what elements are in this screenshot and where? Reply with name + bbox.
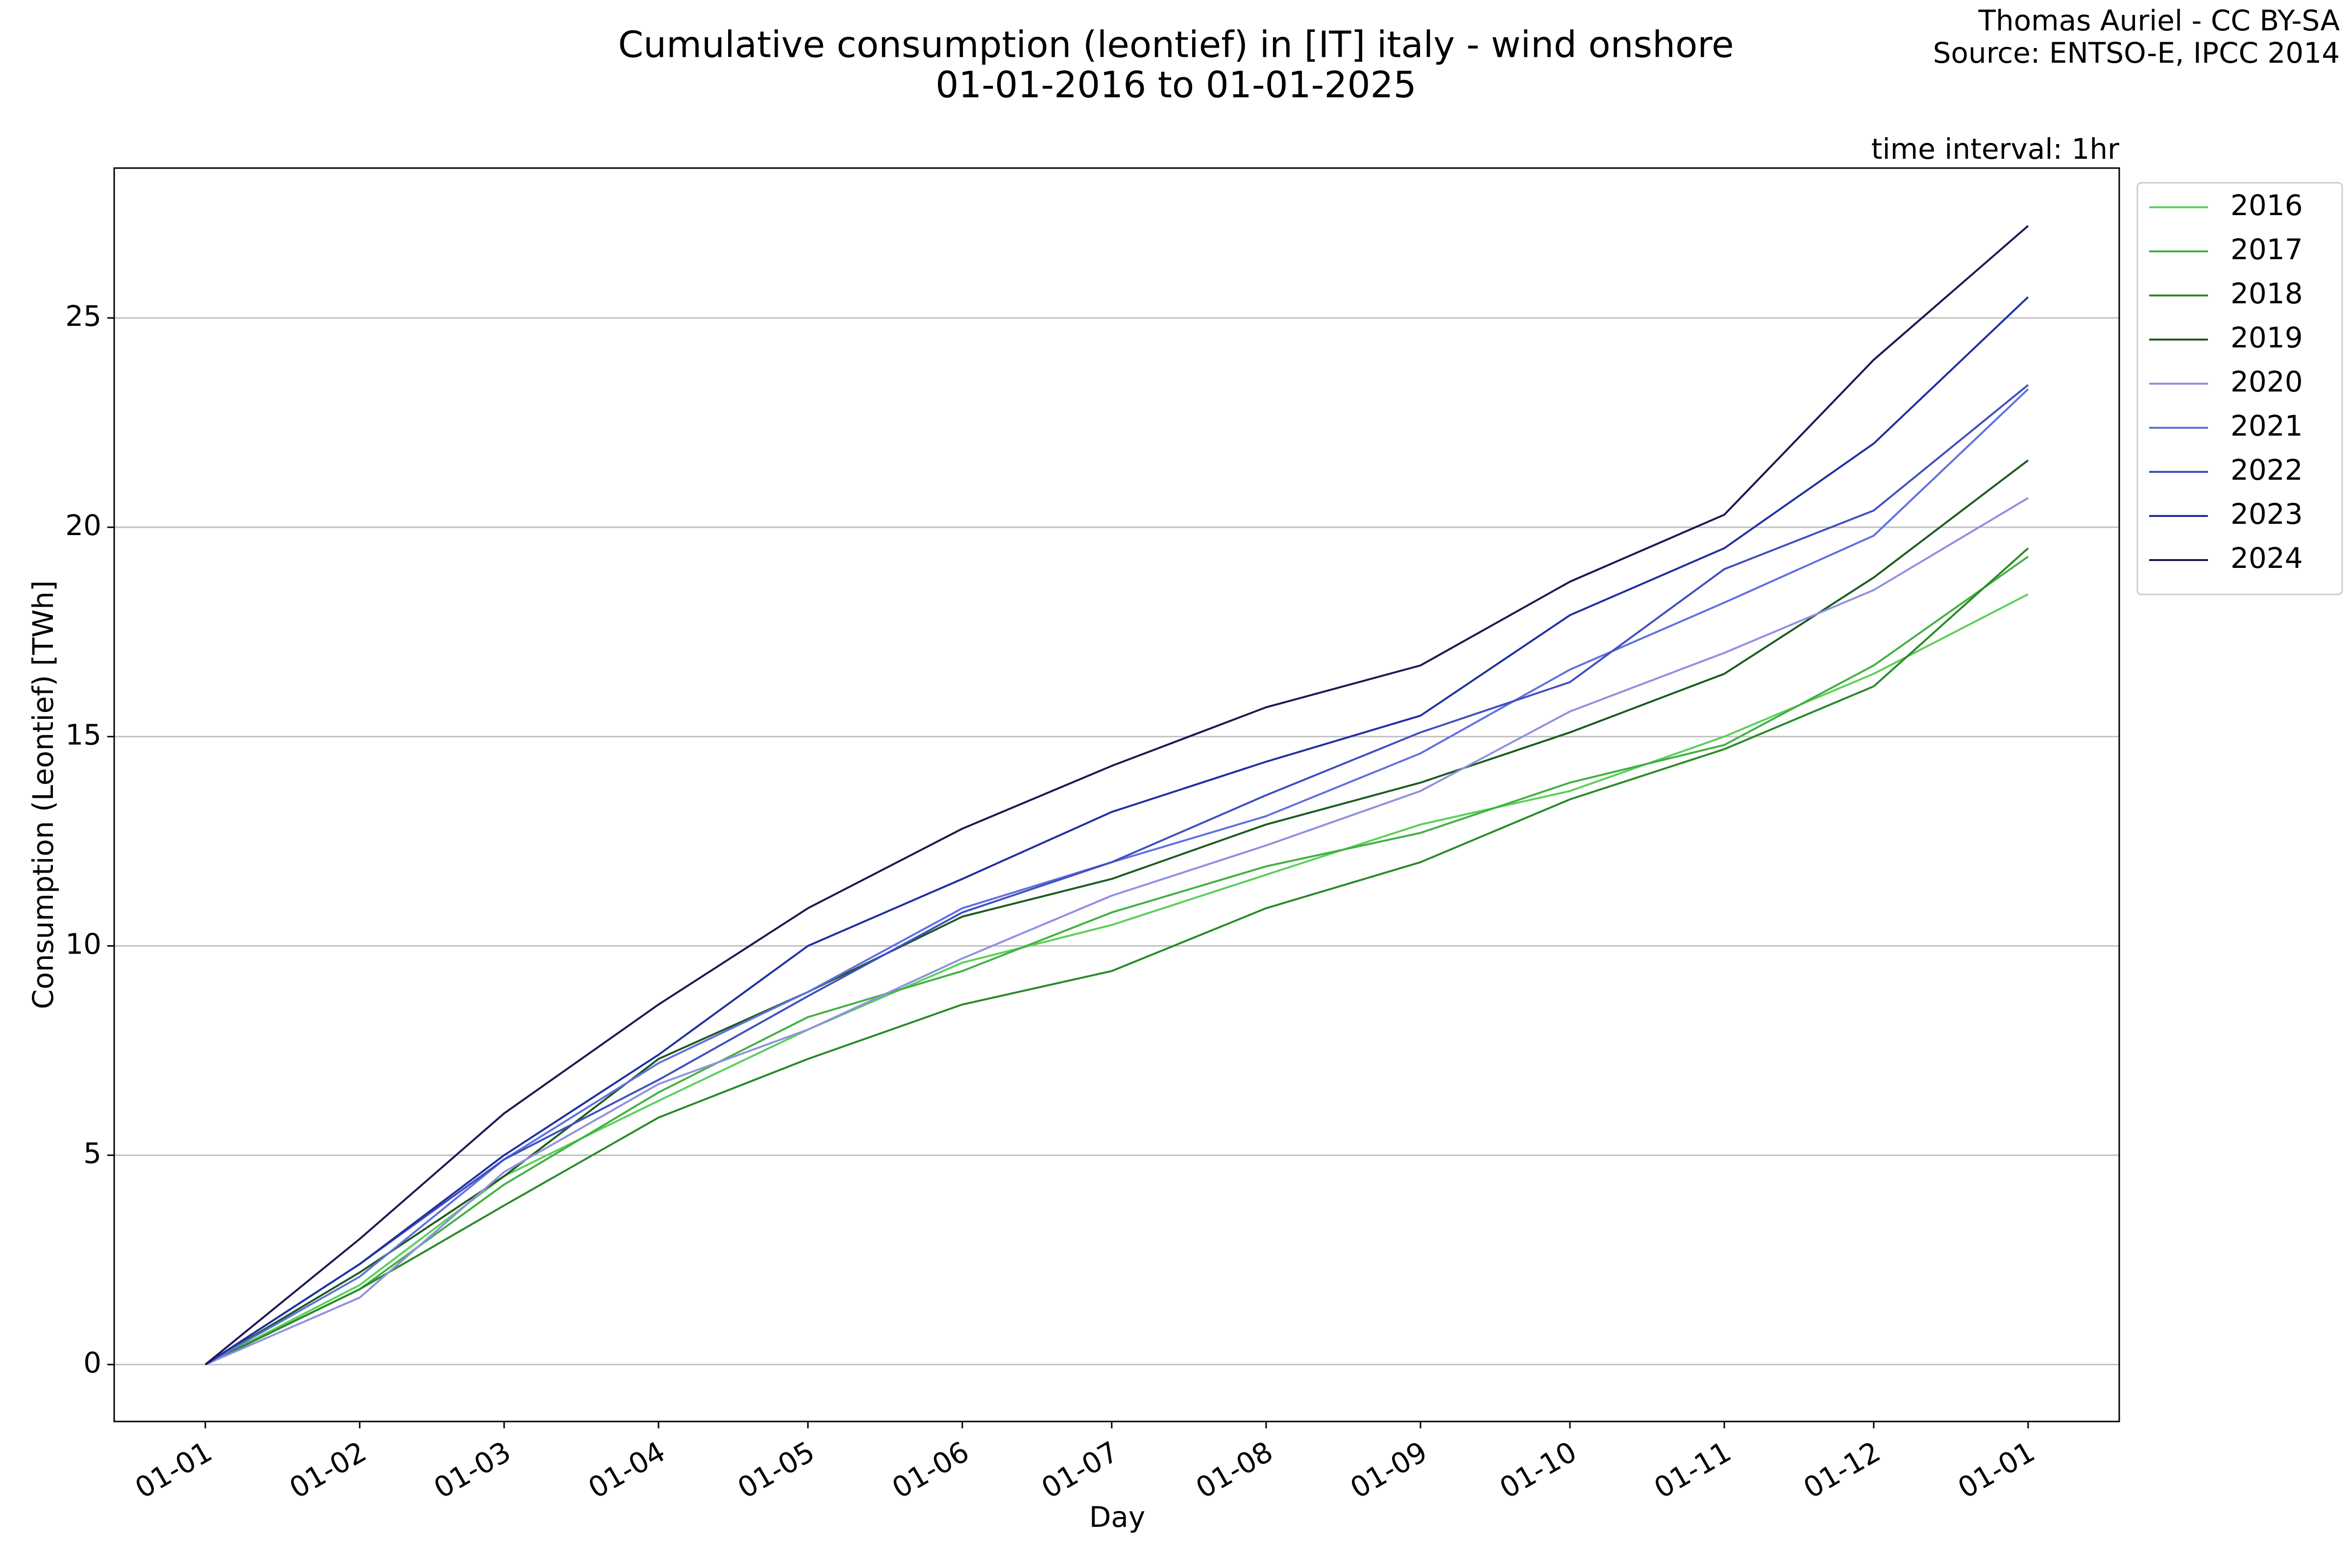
legend-label: 2024 [2230, 541, 2303, 575]
series-line [204, 296, 2029, 1366]
x-tick-label: 01-12 [1798, 1435, 1886, 1505]
credit: Source: ENTSO-E, IPCC 2014 [1933, 36, 2340, 70]
series-line [205, 556, 2029, 1366]
y-tick-label: 15 [65, 718, 101, 751]
legend-label: 2022 [2230, 453, 2303, 487]
series-line [204, 225, 2029, 1366]
series-line [205, 497, 2029, 1366]
x-tick-label: 01-03 [428, 1435, 516, 1505]
legend-label: 2018 [2230, 277, 2303, 310]
y-tick-label: 20 [65, 509, 101, 542]
x-tick-label: 01-07 [1036, 1435, 1124, 1505]
x-tick-label: 01-09 [1345, 1435, 1433, 1505]
series-line [204, 384, 2029, 1366]
y-tick-label: 0 [83, 1346, 101, 1379]
x-tick-label: 01-08 [1190, 1435, 1278, 1505]
plot-frame [113, 167, 2120, 1422]
legend-label: 2016 [2230, 189, 2303, 222]
legend-label: 2023 [2230, 497, 2303, 531]
legend-box [2136, 182, 2343, 595]
series-line [205, 593, 2029, 1366]
legend-label: 2017 [2230, 233, 2303, 266]
x-tick-label: 01-01 [129, 1435, 218, 1505]
x-tick-label: 01-05 [732, 1435, 820, 1505]
legend-label: 2019 [2230, 321, 2303, 354]
x-tick-label: 01-11 [1648, 1435, 1737, 1505]
x-tick-label: 01-04 [583, 1435, 671, 1505]
legend-label: 2020 [2230, 365, 2303, 398]
chart-subtitle: 01-01-2016 to 01-01-2025 [935, 64, 1416, 106]
y-tick-label: 5 [83, 1137, 101, 1170]
x-tick-label: 01-06 [886, 1435, 975, 1505]
x-tick-label: 01-10 [1494, 1435, 1582, 1505]
x-tick-label: 01-02 [284, 1435, 372, 1505]
chart-title: Cumulative consumption (leontief) in [IT… [618, 24, 1734, 66]
series-line [205, 547, 2029, 1366]
y-axis-label: Consumption (Leontief) [TWh] [26, 580, 60, 1009]
y-tick-label: 10 [65, 928, 101, 961]
x-tick-label: 01-01 [1952, 1435, 2040, 1505]
annotation: time interval: 1hr [1871, 132, 2119, 166]
y-tick-label: 25 [65, 299, 101, 333]
x-axis-label: Day [1089, 1500, 1146, 1534]
credit: Thomas Auriel - CC BY-SA [1978, 4, 2340, 37]
legend-label: 2021 [2230, 409, 2303, 442]
series-line [204, 459, 2029, 1366]
